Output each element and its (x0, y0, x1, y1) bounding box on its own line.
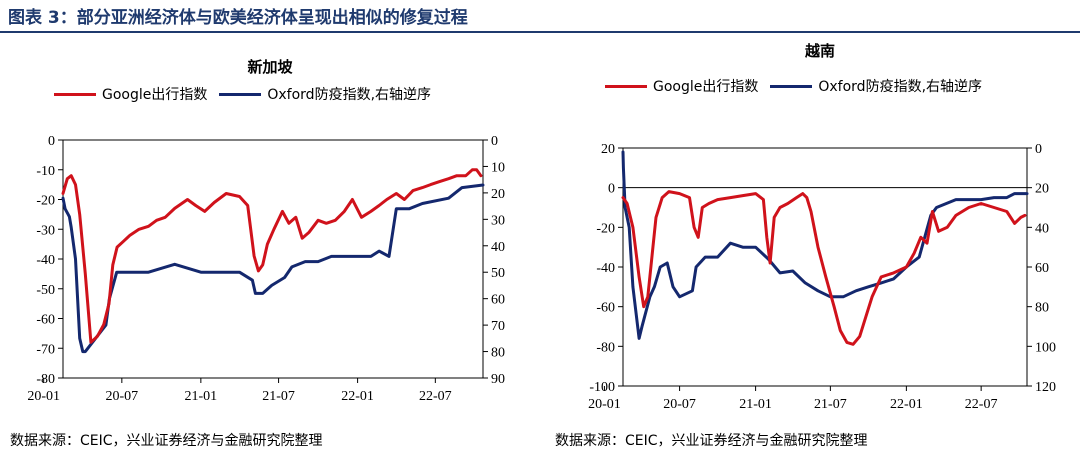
series-line-google (621, 190, 1027, 346)
legend-vietnam: Google出行指数 Oxford防疫指数,右轴逆序 (605, 76, 994, 96)
y-left-tick-label: 20 (601, 142, 615, 157)
chart-title-vietnam: 越南 (804, 42, 835, 60)
plot-area-frame (62, 139, 484, 379)
chart-vietnam: 20 0 -20 -40 -60 -80 -100 0 20 40 60 80 100 120 20-01 2… (588, 142, 1056, 412)
legend-item-google: Google出行指数 (605, 76, 758, 96)
y-left-tick-label: -80 (596, 340, 615, 355)
legend-swatch-oxford (770, 84, 813, 88)
y-left-tick-label: -40 (36, 253, 55, 268)
y-left-tick-label: -50 (36, 283, 55, 298)
x-tick-label: 21-07 (262, 389, 295, 404)
y-right-tick-label: 40 (1035, 221, 1049, 236)
y-left-tick-label: -40 (596, 261, 615, 276)
y-left-tick-label: -10 (36, 164, 55, 179)
source-note-left: 数据来源：CEIC，兴业证券经济与金融研究院整理 (10, 433, 323, 449)
x-tick-label: 22-07 (965, 397, 998, 412)
x-tick-label: 20-07 (105, 389, 138, 404)
y-left-tick-label: -60 (36, 313, 55, 328)
y-left-tick-label: -100 (589, 380, 615, 395)
y-right-tick-label: 20 (1035, 182, 1049, 197)
legend-label-google: Google出行指数 (653, 79, 759, 95)
legend-label-oxford: Oxford防疫指数,右轴逆序 (267, 87, 432, 103)
legend-label-oxford: Oxford防疫指数,右轴逆序 (818, 79, 983, 95)
y-right-tick-label: 80 (491, 346, 505, 361)
y-right-tick-label: 90 (491, 372, 505, 387)
y-right-tick-label: 10 (491, 160, 505, 175)
y-left-tick-label: -60 (596, 301, 615, 316)
chart-singapore: 0 -10 -20 -30 -40 -50 -60 -70 -80 0 10 20 30 40 50 60 70… (27, 134, 505, 404)
y-left-tick-label: -30 (36, 223, 55, 238)
x-tick-label: 21-07 (814, 397, 847, 412)
x-tick-label: 20-01 (588, 397, 621, 412)
y-right-tick-label: 30 (491, 213, 505, 228)
x-tick-label: 20-01 (27, 389, 60, 404)
y-right-tick-label: 120 (1035, 380, 1056, 395)
legend-swatch-google (605, 84, 647, 88)
legend-swatch-google (54, 92, 96, 96)
y-right-tick-label: 20 (491, 187, 505, 202)
y-right-tick-label: 60 (491, 293, 505, 308)
y-left-tick-label: 0 (608, 182, 615, 197)
legend-label-google: Google出行指数 (102, 87, 208, 103)
y-right-tick-label: 80 (1035, 301, 1049, 316)
y-right-tick-label: 50 (491, 266, 505, 281)
x-tick-label: 21-01 (185, 389, 218, 404)
figure-title: 图表 3：部分亚洲经济体与欧美经济体呈现出相似的修复过程 (8, 8, 468, 28)
x-tick-label: 20-07 (663, 397, 696, 412)
y-left-tick-label: -70 (36, 342, 55, 357)
y-left-tick-label: -20 (36, 194, 55, 209)
series-line-oxford (61, 183, 485, 354)
x-tick-label: 22-01 (890, 397, 923, 412)
y-right-tick-label: 100 (1035, 340, 1056, 355)
y-left-tick-label: -80 (36, 372, 55, 387)
source-note-right: 数据来源：CEIC，兴业证券经济与金融研究院整理 (555, 433, 868, 449)
y-right-tick-label: 0 (1035, 142, 1042, 157)
legend-item-google: Google出行指数 (54, 84, 207, 104)
legend-item-oxford: Oxford防疫指数,右轴逆序 (219, 84, 431, 104)
plot-area-frame (622, 147, 1028, 387)
x-tick-label: 22-07 (419, 389, 452, 404)
y-right-tick-label: 60 (1035, 261, 1049, 276)
x-tick-label: 21-01 (739, 397, 772, 412)
figure-header: 图表 3：部分亚洲经济体与欧美经济体呈现出相似的修复过程 (0, 0, 1080, 33)
y-left-tick-label: -20 (596, 221, 615, 236)
x-tick-label: 22-01 (341, 389, 374, 404)
series-line-oxford (621, 150, 1029, 340)
y-right-tick-label: 0 (491, 134, 498, 149)
y-left-tick-label: 0 (48, 134, 55, 149)
legend-item-oxford: Oxford防疫指数,右轴逆序 (770, 76, 982, 96)
y-right-tick-label: 40 (491, 240, 505, 255)
y-right-tick-label: 70 (491, 319, 505, 334)
legend-singapore: Google出行指数 Oxford防疫指数,右轴逆序 (54, 84, 443, 104)
series-line-google (61, 168, 483, 344)
legend-swatch-oxford (219, 92, 262, 96)
chart-title-singapore: 新加坡 (247, 58, 293, 76)
